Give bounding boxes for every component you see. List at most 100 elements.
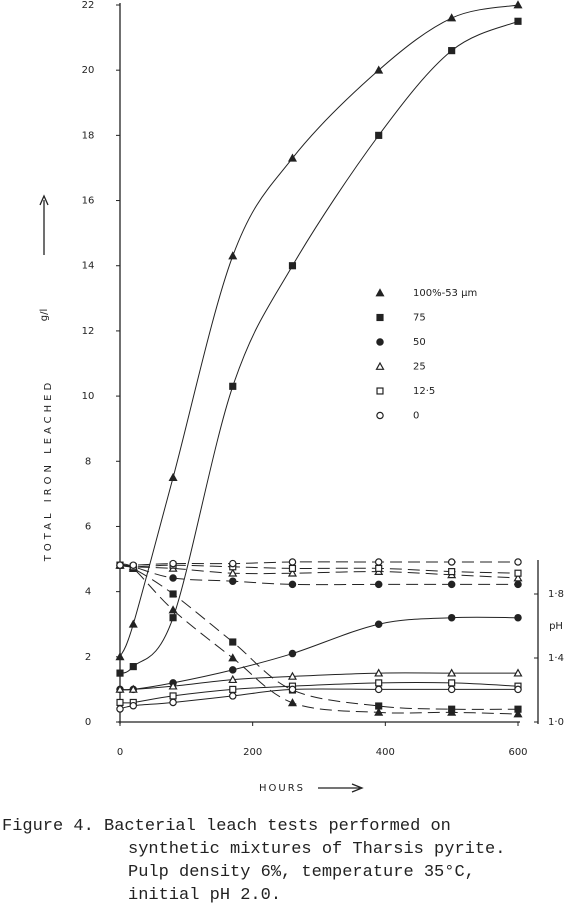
- marker: [374, 580, 383, 589]
- y-tick-label: 14: [82, 261, 95, 272]
- marker: [287, 698, 297, 707]
- y-tick-label: 16: [82, 196, 95, 207]
- marker: [169, 614, 177, 622]
- y-unit: g/l: [39, 309, 50, 322]
- y-tick-label: 20: [82, 65, 95, 76]
- marker: [129, 663, 137, 671]
- legend-marker: [376, 411, 384, 420]
- marker: [229, 666, 237, 674]
- marker: [129, 561, 138, 569]
- marker: [168, 472, 178, 481]
- marker: [287, 153, 297, 162]
- marker: [288, 262, 297, 270]
- marker: [116, 669, 124, 677]
- marker: [447, 13, 457, 22]
- legend-marker: [376, 313, 384, 322]
- marker: [514, 685, 522, 694]
- marker: [514, 17, 522, 25]
- marker: [513, 709, 523, 718]
- marker: [228, 251, 238, 260]
- marker: [447, 580, 456, 589]
- marker: [447, 558, 456, 566]
- marker: [374, 558, 383, 566]
- marker: [169, 574, 177, 582]
- y-tick-label: 4: [85, 587, 91, 598]
- legend-marker: [376, 387, 384, 395]
- marker: [115, 652, 125, 661]
- y2-axis-label: pH: [549, 621, 563, 632]
- y-axis-label: TOTAL IRON LEACHED: [43, 379, 54, 562]
- marker: [375, 564, 383, 572]
- marker: [448, 568, 456, 576]
- marker: [229, 685, 237, 693]
- marker: [375, 131, 383, 139]
- marker: [375, 702, 383, 710]
- ph-line: [119, 563, 519, 715]
- marker: [228, 568, 238, 577]
- x-arrow-head: [351, 783, 364, 793]
- marker: [169, 692, 177, 700]
- axes: [39, 3, 539, 793]
- marker: [513, 573, 523, 582]
- y-tick-label: 8: [85, 456, 91, 467]
- iron-line: [119, 616, 519, 691]
- marker: [229, 577, 237, 585]
- marker: [116, 698, 124, 707]
- x-tick-label: 400: [376, 747, 395, 758]
- caption-line: initial pH 2.0.: [128, 886, 281, 905]
- marker: [447, 668, 457, 677]
- y-tick-label: 0: [85, 717, 91, 728]
- marker: [288, 564, 297, 572]
- marker: [374, 668, 384, 677]
- marker: [116, 561, 124, 569]
- marker: [374, 620, 383, 628]
- marker: [514, 580, 522, 589]
- legend-marker: [376, 338, 384, 346]
- legend-marker: [375, 288, 385, 297]
- marker: [447, 685, 456, 694]
- marker: [288, 685, 297, 694]
- x-tick-label: 600: [508, 747, 527, 758]
- y-arrow-head: [39, 194, 49, 206]
- marker: [287, 671, 297, 680]
- y2-tick-label: 1·0: [548, 717, 564, 728]
- marker: [169, 559, 177, 568]
- marker: [229, 638, 237, 646]
- legend-label: 75: [413, 313, 426, 324]
- y-tick-label: 2: [85, 652, 91, 663]
- legend-label: 12·5: [413, 386, 435, 397]
- legend-marker: [375, 361, 385, 370]
- marker: [115, 684, 125, 693]
- marker: [448, 705, 456, 713]
- y2-tick-label: 1·4: [548, 653, 564, 664]
- marker: [228, 674, 238, 684]
- marker: [287, 568, 297, 577]
- iron-line: [119, 20, 519, 674]
- legend-label: 0: [413, 411, 419, 422]
- iron-line: [119, 688, 518, 710]
- marker: [128, 684, 138, 693]
- caption: Figure 4. Bacterial leach tests performe…: [2, 817, 505, 905]
- x-axis-label: HOURS: [259, 783, 305, 794]
- y-tick-label: 22: [82, 0, 95, 11]
- marker: [374, 65, 384, 74]
- marker: [514, 613, 522, 622]
- y-tick-label: 12: [82, 326, 95, 337]
- marker: [288, 580, 297, 589]
- marker: [169, 590, 177, 598]
- marker: [513, 668, 523, 677]
- legend-label: 25: [413, 362, 426, 373]
- marker: [229, 692, 237, 700]
- y-tick-label: 6: [85, 521, 91, 532]
- iron-line: [119, 4, 519, 658]
- marker: [116, 705, 124, 713]
- caption-line: Pulp density 6%, temperature 35°C,: [128, 863, 475, 882]
- marker: [288, 558, 297, 566]
- caption-line: synthetic mixtures of Tharsis pyrite.: [128, 840, 505, 859]
- x-tick-label: 200: [243, 747, 262, 758]
- marker: [129, 701, 138, 710]
- legend-label: 50: [413, 337, 426, 348]
- y2-tick-label: 1·8: [548, 589, 564, 600]
